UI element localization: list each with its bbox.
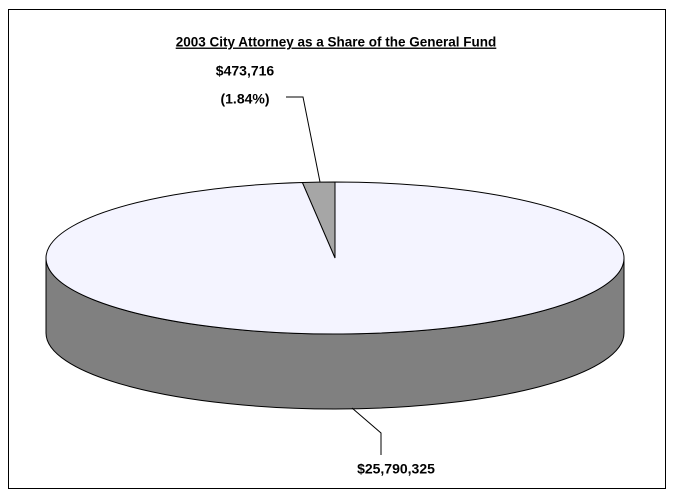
value-label: $473,716 (216, 63, 275, 79)
value-label: $25,790,325 (357, 461, 435, 477)
leader-line (286, 96, 321, 183)
percent-label: (1.84%) (220, 91, 269, 107)
pie-slice (45, 181, 625, 335)
leader-line (351, 407, 382, 455)
chart-title: 2003 City Attorney as a Share of the Gen… (176, 35, 497, 50)
